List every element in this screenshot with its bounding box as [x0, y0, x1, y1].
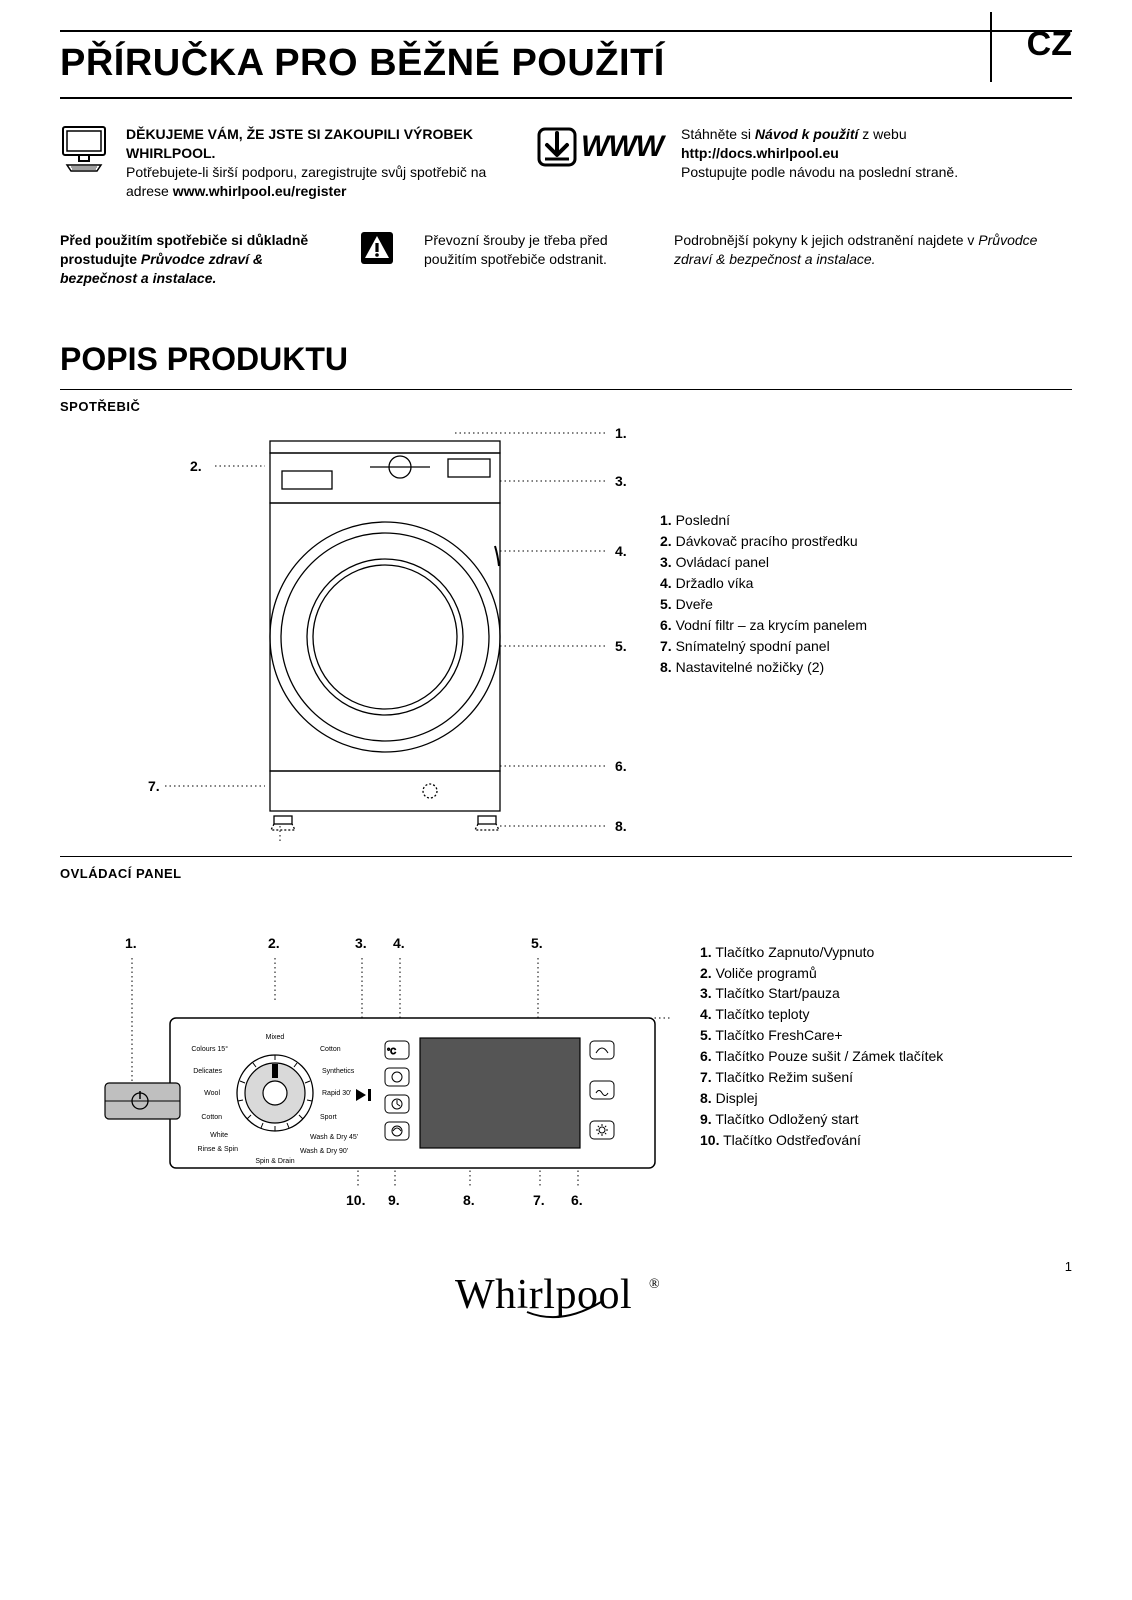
- download-line: Stáhněte si Návod k použití z webu: [681, 125, 1072, 144]
- svg-text:White: White: [210, 1132, 228, 1139]
- svg-text:9.: 9.: [388, 1192, 400, 1208]
- svg-text:3.: 3.: [355, 935, 367, 951]
- appliance-legend-item: 7. Snímatelný spodní panel: [660, 637, 1072, 656]
- section-title: POPIS PRODUKTU: [60, 338, 1072, 381]
- callout-4: 4.: [615, 543, 627, 559]
- callout-3: 3.: [615, 473, 627, 489]
- svg-text:Wool: Wool: [204, 1090, 220, 1097]
- svg-text:Rapid 30': Rapid 30': [322, 1090, 351, 1097]
- appliance-legend: 1. Poslední 2. Dávkovač pracího prostředk…: [660, 421, 1072, 678]
- callout-6: 6.: [615, 758, 627, 774]
- warn3-pre: Podrobnější pokyny k jejich odstranění n…: [674, 232, 978, 248]
- brand-logo: Whirlpool ®: [451, 1268, 681, 1338]
- svg-text:Cotton: Cotton: [201, 1114, 222, 1121]
- svg-text:Spin & Drain: Spin & Drain: [255, 1158, 294, 1165]
- callout-5: 5.: [615, 638, 627, 654]
- warning-icon: [360, 231, 394, 265]
- main-title: PŘÍRUČKA PRO BĚŽNÉ POUŽITÍ: [60, 32, 1072, 99]
- appliance-legend-item: 1. Poslední: [660, 511, 1072, 530]
- page-number: 1: [1065, 1258, 1072, 1276]
- panel-legend-item: 8. Displej: [700, 1089, 1072, 1108]
- download-url: http://docs.whirlpool.eu: [681, 144, 1072, 163]
- panel-heading: OVLÁDACÍ PANEL: [60, 865, 1072, 883]
- appliance-diagram-block: 1. 2. 3. 4. 5. 6. 7. 8.: [60, 421, 1072, 856]
- appliance-diagram: 1. 2. 3. 4. 5. 6. 7. 8.: [60, 421, 640, 856]
- panel-legend-item: 10. Tlačítko Odstřeďování: [700, 1131, 1072, 1150]
- intro-download-col: Stáhněte si Návod k použití z webu http:…: [681, 125, 1072, 182]
- panel-legend-item: 4. Tlačítko teploty: [700, 1005, 1072, 1024]
- warn-col-2: Převozní šrouby je třeba před použitím s…: [424, 231, 644, 269]
- svg-text:Colours 15°: Colours 15°: [191, 1045, 228, 1053]
- svg-text:Whirlpool: Whirlpool: [455, 1272, 632, 1318]
- svg-text:Rinse & Spin: Rinse & Spin: [198, 1146, 239, 1153]
- panel-legend-item: 6. Tlačítko Pouze sušit / Zámek tlačítek: [700, 1047, 1072, 1066]
- www-label: WWW: [581, 127, 663, 168]
- warn-col-1: Před použitím spotřebiče si důkladně pro…: [60, 231, 330, 288]
- callout-7: 7.: [148, 778, 160, 794]
- callout-1: 1.: [615, 425, 627, 441]
- svg-text:5.: 5.: [531, 935, 543, 951]
- callout-8: 8.: [615, 818, 627, 834]
- appliance-heading: SPOTŘEBIČ: [60, 398, 1072, 416]
- download-follow: Postupujte podle návodu na poslední stra…: [681, 163, 1072, 182]
- svg-text:10.: 10.: [346, 1192, 365, 1208]
- svg-text:Sport: Sport: [320, 1114, 337, 1121]
- appliance-legend-item: 2. Dávkovač pracího prostředku: [660, 532, 1072, 551]
- warning-row: Před použitím spotřebiče si důkladně pro…: [60, 231, 1072, 288]
- svg-text:Wash & Dry 45': Wash & Dry 45': [310, 1134, 358, 1141]
- svg-text:Synthetics: Synthetics: [322, 1068, 355, 1075]
- warn-col-3: Podrobnější pokyny k jejich odstranění n…: [674, 231, 1072, 269]
- www-icon: WWW: [535, 125, 663, 169]
- svg-text:Cotton: Cotton: [320, 1046, 341, 1053]
- intro-row: DĚKUJEME VÁM, ŽE JSTE SI ZAKOUPILI VÝROB…: [60, 125, 1072, 201]
- monitor-icon: [60, 125, 108, 173]
- appliance-legend-item: 4. Držadlo víka: [660, 574, 1072, 593]
- appliance-legend-item: 6. Vodní filtr – za krycím panelem: [660, 616, 1072, 635]
- support-text: Potřebujete-li širší podporu, zaregistru…: [126, 163, 517, 201]
- panel-diagram: 1. 2. 3. 4. 5. 10. 9. 8. 7. 6.: [60, 923, 680, 1228]
- svg-text:6.: 6.: [571, 1192, 583, 1208]
- svg-text:°C: °C: [387, 1047, 396, 1056]
- panel-rule: [60, 856, 1072, 857]
- appliance-legend-item: 3. Ovládací panel: [660, 553, 1072, 572]
- support-url: www.whirlpool.eu/register: [173, 183, 347, 199]
- svg-text:8.: 8.: [463, 1192, 475, 1208]
- page-footer: 1 Whirlpool ®: [60, 1268, 1072, 1338]
- panel-legend-item: 5. Tlačítko FreshCare+: [700, 1026, 1072, 1045]
- panel-diagram-block: 1. 2. 3. 4. 5. 10. 9. 8. 7. 6.: [60, 923, 1072, 1228]
- svg-text:®: ®: [649, 1277, 660, 1292]
- svg-text:4.: 4.: [393, 935, 405, 951]
- intro-thanks-col: DĚKUJEME VÁM, ŽE JSTE SI ZAKOUPILI VÝROB…: [126, 125, 517, 201]
- download-pre: Stáhněte si: [681, 126, 755, 142]
- svg-text:7.: 7.: [533, 1192, 545, 1208]
- panel-legend-item: 2. Voliče programů: [700, 964, 1072, 983]
- appliance-legend-item: 8. Nastavitelné nožičky (2): [660, 658, 1072, 677]
- panel-legend: 1. Tlačítko Zapnuto/Vypnuto 2. Voliče pro…: [700, 923, 1072, 1152]
- callout-2: 2.: [190, 458, 202, 474]
- download-post: z webu: [858, 126, 906, 142]
- svg-text:Wash & Dry 90': Wash & Dry 90': [300, 1148, 348, 1155]
- section-rule: [60, 389, 1072, 390]
- panel-legend-item: 7. Tlačítko Režim sušení: [700, 1068, 1072, 1087]
- download-em: Návod k použití: [755, 126, 858, 142]
- language-code: CZ: [1027, 22, 1072, 68]
- thanks-text: DĚKUJEME VÁM, ŽE JSTE SI ZAKOUPILI VÝROB…: [126, 125, 517, 163]
- svg-text:2.: 2.: [268, 935, 280, 951]
- title-divider: [990, 12, 992, 82]
- panel-legend-item: 3. Tlačítko Start/pauza: [700, 984, 1072, 1003]
- appliance-legend-item: 5. Dveře: [660, 595, 1072, 614]
- panel-legend-item: 1. Tlačítko Zapnuto/Vypnuto: [700, 943, 1072, 962]
- svg-text:Mixed: Mixed: [266, 1034, 285, 1041]
- svg-text:Delicates: Delicates: [193, 1068, 222, 1075]
- title-bar: CZ PŘÍRUČKA PRO BĚŽNÉ POUŽITÍ: [60, 30, 1072, 99]
- panel-legend-item: 9. Tlačítko Odložený start: [700, 1110, 1072, 1129]
- svg-text:1.: 1.: [125, 935, 137, 951]
